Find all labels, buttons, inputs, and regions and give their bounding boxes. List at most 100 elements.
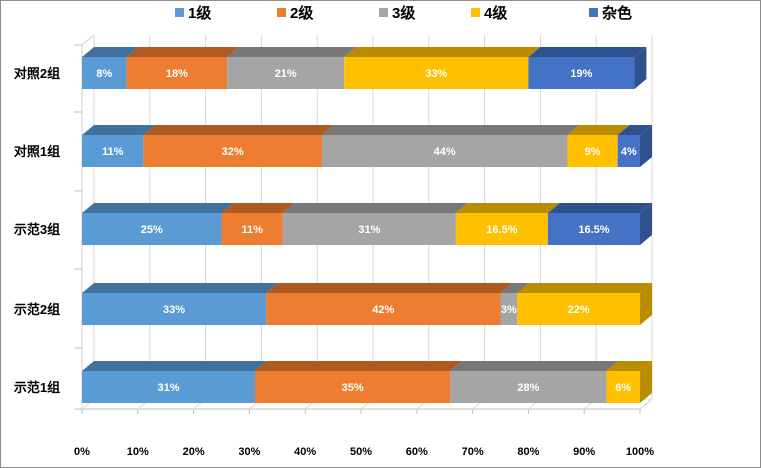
- data-label-对照1组-1级: 11%: [102, 146, 124, 158]
- bar-示范2组-2级-top: [266, 283, 513, 293]
- tick-label-80: 80%: [517, 446, 539, 458]
- bar-对照2组-1级: [82, 57, 127, 89]
- data-label-示范2组-4级: 22%: [568, 304, 590, 316]
- bar-row-对照2组: 8% 18% 21% 33% 19%: [82, 47, 647, 89]
- bar-示范1组-1级-top: [82, 361, 267, 371]
- left-wall-top: [81, 34, 95, 46]
- bar-示范2组-2级: [266, 293, 501, 325]
- bar-row-对照1组: 11% 32% 44% 9% 4%: [82, 125, 652, 167]
- bar-示范1组-4级-top: [606, 361, 652, 371]
- gridline-floor-100: [639, 398, 653, 410]
- category-label-示范1组: 示范1组: [14, 380, 60, 395]
- legend-swatch-1级: [175, 8, 184, 17]
- data-label-示范3组-杂色: 16.5%: [578, 224, 609, 236]
- bar-示范1组-2级-top: [254, 361, 463, 371]
- bar-row-示范2组: 33% 42% 3% 22%: [82, 283, 652, 325]
- bar-示范1组-2级: [254, 371, 451, 403]
- bar-示范3组-1级: [82, 213, 222, 245]
- legend-item-杂色: 杂色: [589, 4, 632, 22]
- legend-label-2级: 2级: [290, 4, 314, 22]
- bar-对照2组-2级-top: [126, 47, 240, 57]
- bar-示范2组-3级: [500, 293, 518, 325]
- data-label-示范3组-3级: 31%: [358, 224, 380, 236]
- bar-示范1组-4级-side: [640, 361, 652, 403]
- data-label-对照2组-杂色: 19%: [570, 68, 592, 80]
- bar-对照2组-杂色-top: [528, 47, 647, 57]
- bar-对照1组-杂色-top: [617, 125, 652, 135]
- bar-对照2组-4级: [344, 57, 529, 89]
- bar-示范2组-4级-top: [517, 283, 652, 293]
- legend-label-杂色: 杂色: [602, 4, 632, 22]
- data-label-示范1组-2级: 35%: [342, 382, 364, 394]
- bar-示范3组-杂色-side: [640, 203, 652, 245]
- bar-对照2组-杂色-side: [634, 47, 647, 89]
- bar-示范2组-1级-top: [82, 283, 279, 293]
- tick-label-90: 90%: [573, 446, 595, 458]
- bar-对照1组-1级-top: [82, 125, 156, 135]
- category-label-示范3组: 示范3组: [14, 222, 60, 237]
- bar-对照2组-4级-top: [344, 47, 541, 57]
- tick-label-0: 0%: [74, 446, 90, 458]
- bar-对照1组-杂色: [617, 135, 640, 167]
- tick-label-60: 60%: [406, 446, 428, 458]
- x-axis-ticks: 0% 10% 20% 30% 40% 50% 60% 70% 80% 90% 100%: [74, 409, 654, 458]
- bar-对照1组-2级-top: [143, 125, 334, 135]
- bar-示范3组-2级-top: [221, 203, 295, 213]
- bar-示范1组-3级-top: [450, 361, 619, 371]
- tick-label-70: 70%: [462, 446, 484, 458]
- bar-示范3组-4级-top: [455, 203, 560, 213]
- tick-label-100: 100%: [626, 446, 654, 458]
- data-label-示范1组-1级: 31%: [157, 382, 179, 394]
- tick-label-40: 40%: [294, 446, 316, 458]
- bar-示范3组-3级-top: [282, 203, 468, 213]
- bar-示范3组-2级: [221, 213, 283, 245]
- bar-示范2组-4级-side: [640, 283, 652, 325]
- bar-示范3组-4级: [455, 213, 548, 245]
- data-label-示范3组-4级: 16.5%: [486, 224, 517, 236]
- bar-row-示范3组: 25% 11% 31% 16.5% 16.5%: [82, 203, 652, 245]
- bar-row-示范1组: 31% 35% 28% 6%: [82, 361, 652, 403]
- legend-swatch-杂色: [589, 8, 598, 17]
- bar-示范2组-3级-top: [500, 283, 530, 293]
- tick-label-20: 20%: [183, 446, 205, 458]
- bar-示范3组-3级: [282, 213, 456, 245]
- bar-对照1组-4级-top: [567, 125, 630, 135]
- bar-对照2组-3级: [227, 57, 345, 89]
- bar-示范3组-杂色-top: [547, 203, 652, 213]
- data-label-示范1组-3级: 28%: [517, 382, 539, 394]
- data-label-示范1组-4级: 6%: [615, 382, 631, 394]
- tick-label-30: 30%: [238, 446, 260, 458]
- data-label-示范3组-2级: 11%: [241, 224, 263, 236]
- legend: 1级 2级 3级 4级 杂色: [175, 4, 632, 22]
- category-label-示范2组: 示范2组: [14, 302, 60, 317]
- bar-示范1组-1级: [82, 371, 255, 403]
- legend-swatch-2级: [277, 8, 286, 17]
- bar-对照2组-杂色: [528, 57, 635, 89]
- legend-label-4级: 4级: [484, 4, 508, 22]
- data-label-对照1组-4级: 9%: [585, 146, 601, 158]
- bar-对照1组-3级-top: [321, 125, 580, 135]
- legend-item-1级: 1级: [175, 4, 212, 22]
- legend-label-3级: 3级: [392, 4, 416, 22]
- data-label-示范3组-1级: 25%: [141, 224, 163, 236]
- data-label-对照2组-1级: 8%: [96, 68, 112, 80]
- data-label-示范2组-3级: 3%: [501, 304, 517, 316]
- bar-series: 8% 18% 21% 33% 19% 11% 32% 44% 9% 4% 25% 11% 31% 16.5…: [82, 47, 652, 403]
- data-label-对照2组-4级: 33%: [425, 68, 447, 80]
- bar-对照1组-1级: [82, 135, 144, 167]
- data-label-示范2组-1级: 33%: [163, 304, 185, 316]
- data-label-对照1组-杂色: 4%: [621, 146, 637, 158]
- legend-item-2级: 2级: [277, 4, 314, 22]
- bar-对照2组-3级-top: [227, 47, 357, 57]
- legend-swatch-4级: [471, 8, 480, 17]
- bar-示范1组-3级: [450, 371, 607, 403]
- bar-对照1组-3级: [321, 135, 568, 167]
- bar-示范2组-4级: [517, 293, 640, 325]
- bar-对照1组-杂色-side: [640, 125, 652, 167]
- bar-对照1组-2级: [143, 135, 322, 167]
- legend-swatch-3级: [379, 8, 388, 17]
- legend-label-1级: 1级: [188, 4, 212, 22]
